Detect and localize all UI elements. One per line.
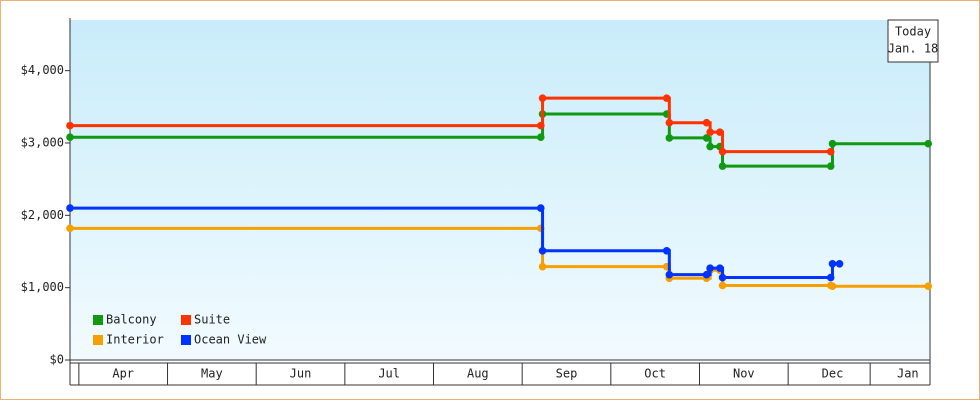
x-tick-label: Oct <box>644 367 666 381</box>
today-box: Today Jan. 18 <box>887 19 939 63</box>
x-tick-label: May <box>201 367 223 381</box>
data-point <box>66 204 74 212</box>
data-point <box>718 281 727 290</box>
data-point <box>538 94 547 102</box>
today-title: Today <box>895 25 931 39</box>
x-tick-label: Nov <box>733 367 755 381</box>
data-point <box>702 270 711 279</box>
data-point <box>826 273 835 282</box>
data-point <box>702 134 711 142</box>
data-point <box>665 270 674 279</box>
data-point <box>718 147 727 156</box>
data-point <box>826 147 835 156</box>
data-point <box>924 139 933 148</box>
y-tick-label: $4,000 <box>21 63 64 77</box>
data-point <box>924 282 933 291</box>
y-tick-label: $0 <box>50 353 64 367</box>
y-tick-label: $3,000 <box>21 135 64 149</box>
data-point <box>538 246 547 255</box>
y-tick-label: $2,000 <box>21 208 64 222</box>
data-point <box>702 118 711 127</box>
data-point <box>706 128 714 136</box>
data-point <box>716 264 724 272</box>
x-tick-label: Sep <box>556 367 578 381</box>
legend-swatch <box>93 315 103 325</box>
data-point <box>828 259 837 268</box>
data-point <box>706 142 714 151</box>
data-point <box>662 246 671 255</box>
data-point <box>826 162 835 170</box>
legend-swatch <box>93 335 103 345</box>
plot-area <box>70 20 930 360</box>
legend-label: Interior <box>106 333 164 347</box>
data-point <box>66 121 74 130</box>
data-point <box>706 264 714 272</box>
today-date: Jan. 18 <box>888 42 939 56</box>
data-point <box>835 259 844 268</box>
data-point <box>536 204 545 212</box>
x-tick-label: Aug <box>467 367 489 381</box>
x-tick-label: Jul <box>378 367 400 381</box>
data-point <box>828 139 837 148</box>
data-point <box>718 162 727 170</box>
data-point <box>536 133 545 141</box>
data-point <box>662 94 671 102</box>
legend-label: Balcony <box>106 313 157 327</box>
data-point <box>665 134 674 142</box>
x-tick-label: Jan <box>897 367 919 381</box>
data-point <box>665 118 674 127</box>
data-point <box>538 262 547 271</box>
legend-label: Suite <box>194 313 230 327</box>
data-point <box>828 282 837 291</box>
y-tick-label: $1,000 <box>21 280 64 294</box>
legend-label: Ocean View <box>194 333 267 347</box>
data-point <box>66 133 74 141</box>
x-tick-label: Apr <box>112 367 134 381</box>
legend-swatch <box>181 315 191 325</box>
data-point <box>718 273 727 282</box>
x-tick-label: Jun <box>290 367 312 381</box>
data-point <box>716 128 724 136</box>
today-frame <box>887 19 939 63</box>
data-point <box>66 224 74 233</box>
data-point <box>536 121 545 130</box>
legend-swatch <box>181 335 191 345</box>
x-tick-label: Dec <box>822 367 844 381</box>
